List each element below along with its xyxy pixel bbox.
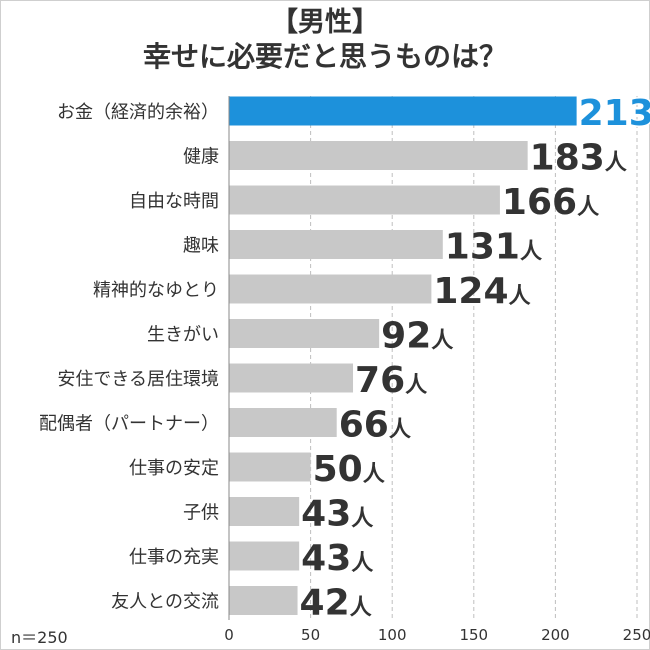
category-label: 配偶者（パートナー） [39, 414, 219, 435]
value-unit: 人 [431, 329, 453, 354]
value-unit: 人 [509, 284, 531, 309]
value-unit: 人 [405, 373, 427, 398]
value-label: 131人 [445, 227, 542, 268]
sample-size-label: n＝250 [11, 628, 68, 647]
category-label: 精神的なゆとり [93, 280, 219, 301]
value-label: 124人 [433, 271, 530, 312]
value-number: 66 [339, 405, 389, 446]
bar [229, 274, 432, 304]
value-label: 43人 [301, 494, 373, 535]
value-label: 183人 [530, 138, 627, 179]
bar [229, 408, 337, 437]
category-label: 安住できる居住環境 [57, 369, 219, 390]
chart-title: 【男性】 幸せに必要だと思うものは？ [0, 6, 650, 74]
value-number: 42 [300, 583, 350, 624]
value-unit: 人 [350, 596, 372, 621]
value-unit: 人 [520, 240, 542, 265]
bar [229, 141, 528, 170]
value-label: 66人 [339, 405, 411, 446]
bar [229, 319, 380, 348]
bar [229, 452, 311, 482]
value-label: 92人 [381, 316, 453, 357]
value-label: 213人 [579, 93, 650, 134]
value-number: 43 [301, 538, 351, 579]
title-line-1: 【男性】 [271, 7, 379, 38]
value-number: 50 [313, 449, 363, 490]
value-label: 76人 [355, 360, 427, 401]
value-number: 43 [301, 494, 351, 535]
bar [229, 363, 354, 393]
x-tick-label: 50 [301, 626, 320, 644]
value-unit: 人 [351, 507, 373, 532]
value-unit: 人 [605, 151, 627, 176]
x-tick-label: 200 [541, 626, 570, 644]
bar [229, 586, 298, 615]
bar [229, 96, 577, 126]
category-label: 健康 [183, 147, 219, 168]
value-number: 213 [579, 93, 650, 134]
category-label: 趣味 [183, 236, 219, 257]
value-label: 50人 [313, 449, 385, 490]
bar [229, 185, 500, 215]
x-tick-label: 150 [459, 626, 488, 644]
value-label: 42人 [300, 583, 372, 624]
category-label: 子供 [183, 503, 219, 524]
value-unit: 人 [363, 462, 385, 487]
value-unit: 人 [389, 418, 411, 443]
value-number: 183 [530, 138, 605, 179]
x-tick-label: 0 [224, 626, 234, 644]
value-label: 166人 [502, 182, 599, 223]
bar [229, 497, 300, 526]
value-number: 124 [433, 271, 508, 312]
value-number: 131 [445, 227, 520, 268]
bar [229, 541, 300, 571]
category-label: 仕事の充実 [129, 547, 219, 568]
value-unit: 人 [351, 551, 373, 576]
x-tick-label: 100 [378, 626, 407, 644]
value-number: 166 [502, 182, 577, 223]
value-unit: 人 [577, 195, 599, 220]
category-label: 生きがい [147, 325, 219, 346]
title-line-2: 幸せに必要だと思うものは？ [142, 40, 507, 73]
value-number: 76 [355, 360, 405, 401]
category-label: 仕事の安定 [129, 458, 219, 479]
category-label: お金（経済的余裕） [57, 102, 219, 123]
value-number: 92 [381, 316, 431, 357]
category-label: 自由な時間 [129, 191, 219, 212]
category-label: 友人との交流 [111, 592, 219, 613]
value-label: 43人 [301, 538, 373, 579]
x-tick-label: 250 [623, 626, 650, 644]
bar [229, 230, 443, 259]
